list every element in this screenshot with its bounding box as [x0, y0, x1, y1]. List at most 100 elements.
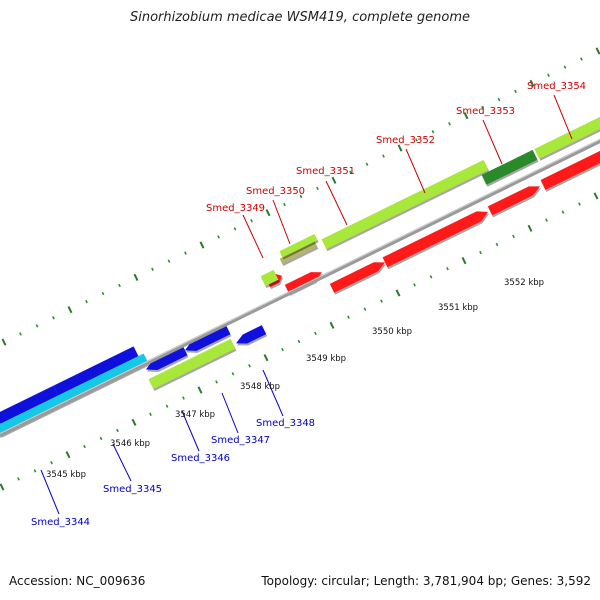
- genome-map: 3545 kbp3546 kbp3547 kbp3548 kbp3549 kbp…: [0, 0, 600, 600]
- reverse-gene-label: Smed_3346: [171, 453, 230, 464]
- gene-callout-lines: [41, 95, 572, 514]
- gene-green-4: [535, 113, 600, 161]
- lower-scale-major-tick: [132, 419, 135, 425]
- upper-scale-major-tick: [2, 339, 5, 345]
- scale-label: 3547 kbp: [175, 410, 215, 420]
- reverse-gene-label: Smed_3348: [256, 418, 315, 429]
- lower-scale-minor-tick: [51, 461, 52, 464]
- lower-scale-minor-tick: [513, 235, 514, 238]
- upper-scale-minor-tick: [20, 333, 21, 336]
- lower-scale-minor-tick: [249, 364, 250, 367]
- lower-scale-major-tick: [462, 257, 465, 263]
- upper-scale-minor-tick: [251, 219, 252, 222]
- upper-scale-minor-tick: [218, 236, 219, 239]
- upper-scale-major-tick: [134, 274, 137, 280]
- upper-scale-minor-tick: [449, 122, 450, 125]
- forward-gene-label: Smed_3351: [296, 166, 355, 177]
- upper-scale-minor-tick: [36, 325, 37, 328]
- upper-scale-minor-tick: [53, 316, 54, 319]
- gene-darkgreen-1-body: [482, 150, 538, 185]
- lower-scale-minor-tick: [447, 267, 448, 270]
- forward-callout-line: [554, 95, 572, 139]
- forward-callout-line: [483, 120, 502, 164]
- scale-label: 3546 kbp: [110, 439, 150, 449]
- lower-scale-minor-tick: [84, 445, 85, 448]
- lower-scale-major-tick: [330, 322, 333, 328]
- scale-label: 3551 kbp: [438, 303, 478, 313]
- lower-scale-major-tick: [396, 290, 399, 296]
- lower-scale-minor-tick: [546, 219, 547, 222]
- reverse-gene-label: Smed_3344: [31, 517, 90, 528]
- upper-scale-minor-tick: [564, 66, 565, 69]
- upper-scale-minor-tick: [234, 228, 235, 231]
- lower-scale-minor-tick: [232, 372, 233, 375]
- lower-scale-minor-tick: [183, 397, 184, 400]
- reverse-callout-line: [263, 370, 283, 416]
- forward-gene-label: Smed_3350: [246, 186, 305, 197]
- upper-scale-minor-tick: [102, 292, 103, 295]
- lower-scale-minor-tick: [381, 300, 382, 303]
- scale-label: 3549 kbp: [306, 354, 346, 364]
- upper-scale-major-tick: [68, 307, 71, 313]
- lower-scale-minor-tick: [562, 211, 563, 214]
- gene-blue-5-body: [236, 325, 266, 343]
- lower-scale-major-tick: [264, 355, 267, 361]
- lower-scale-minor-tick: [480, 251, 481, 254]
- lower-scale-minor-tick: [282, 348, 283, 351]
- upper-scale-minor-tick: [432, 130, 433, 133]
- reverse-gene-label: Smed_3347: [211, 435, 270, 446]
- lower-scale-minor-tick: [579, 203, 580, 206]
- upper-scale-minor-tick: [284, 203, 285, 206]
- upper-scale-major-tick: [200, 242, 203, 248]
- map-labels: 3545 kbp 3546 kbp 3547 kbp 3548 kbp 3549 kbp…: [31, 81, 586, 528]
- reverse-gene-label: Smed_3345: [103, 484, 162, 495]
- reverse-callout-line: [113, 444, 131, 481]
- lower-scale-minor-tick: [496, 243, 497, 246]
- upper-scale-minor-tick: [515, 90, 516, 93]
- lower-scale-major-tick: [66, 452, 69, 458]
- upper-scale-minor-tick: [317, 187, 318, 190]
- lower-scale-minor-tick: [298, 340, 299, 343]
- lower-scale-minor-tick: [166, 405, 167, 408]
- forward-callout-line: [406, 149, 425, 193]
- forward-callout-line: [243, 215, 263, 258]
- lower-scale-minor-tick: [34, 470, 35, 473]
- lower-scale-major-tick: [198, 387, 201, 393]
- lower-scale-minor-tick: [414, 284, 415, 287]
- lower-scale-minor-tick: [430, 275, 431, 278]
- gene-darkgreen-1: [482, 150, 539, 187]
- lower-scale-minor-tick: [348, 316, 349, 319]
- upper-scale-major-tick: [266, 210, 269, 216]
- upper-scale-minor-tick: [498, 98, 499, 101]
- lower-scale-minor-tick: [18, 478, 19, 481]
- upper-scale-minor-tick: [152, 268, 153, 271]
- reverse-callout-line: [222, 393, 238, 433]
- forward-gene-label: Smed_3349: [206, 203, 265, 214]
- forward-gene-label: Smed_3353: [456, 106, 515, 117]
- upper-scale-major-tick: [332, 177, 335, 183]
- upper-scale-major-tick: [596, 48, 599, 54]
- scale-label: 3545 kbp: [46, 470, 86, 480]
- lower-scale-major-tick: [528, 225, 531, 231]
- upper-scale-minor-tick: [548, 74, 549, 77]
- forward-gene-label: Smed_3354: [527, 81, 586, 92]
- lower-scale-major-tick: [594, 193, 597, 199]
- forward-gene-label: Smed_3352: [376, 135, 435, 146]
- genome-stats-text: Topology: circular; Length: 3,781,904 bp…: [261, 574, 591, 588]
- upper-scale-minor-tick: [383, 155, 384, 158]
- gene-blue-5: [236, 325, 267, 345]
- lower-scale-minor-tick: [315, 332, 316, 335]
- upper-scale-minor-tick: [168, 260, 169, 263]
- upper-scale-minor-tick: [581, 58, 582, 61]
- lower-scale-minor-tick: [100, 437, 101, 440]
- lower-scale-minor-tick: [117, 429, 118, 432]
- accession-text: Accession: NC_009636: [9, 574, 145, 588]
- gene-red-3-body: [330, 262, 385, 293]
- scale-label: 3550 kbp: [372, 327, 412, 337]
- lower-scale-major-tick: [0, 484, 3, 490]
- upper-scale-minor-tick: [119, 284, 120, 287]
- forward-callout-line: [326, 181, 347, 225]
- lower-scale-minor-tick: [150, 413, 151, 416]
- upper-scale-minor-tick: [185, 252, 186, 255]
- forward-callout-line: [273, 200, 290, 244]
